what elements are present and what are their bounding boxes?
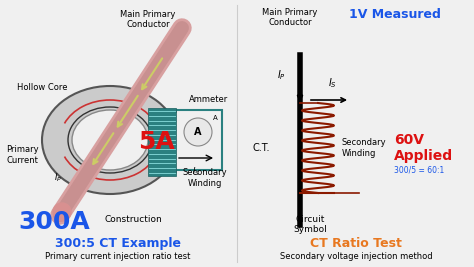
Circle shape xyxy=(184,118,212,146)
Text: Construction: Construction xyxy=(105,215,163,224)
Text: Secondary voltage injection method: Secondary voltage injection method xyxy=(280,252,432,261)
Text: A: A xyxy=(213,115,218,121)
Text: Secondary
Winding: Secondary Winding xyxy=(182,168,228,188)
Text: Primary current injection ratio test: Primary current injection ratio test xyxy=(46,252,191,261)
Text: Primary
Current: Primary Current xyxy=(6,145,38,165)
Text: $I_S$: $I_S$ xyxy=(328,76,337,90)
Text: 1V Measured: 1V Measured xyxy=(349,8,441,21)
Text: 300:5 CT Example: 300:5 CT Example xyxy=(55,237,181,250)
Text: 5A: 5A xyxy=(137,130,174,154)
Text: 300/5 = 60:1: 300/5 = 60:1 xyxy=(394,166,444,175)
Text: Circuit
Symbol: Circuit Symbol xyxy=(293,215,327,234)
Text: CT Ratio Test: CT Ratio Test xyxy=(310,237,402,250)
Ellipse shape xyxy=(72,110,148,170)
Text: $I_P$: $I_P$ xyxy=(54,172,62,184)
Bar xyxy=(148,108,176,176)
Text: 60V: 60V xyxy=(394,133,424,147)
Text: Secondary
Winding: Secondary Winding xyxy=(342,138,387,158)
Text: Main Primary
Conductor: Main Primary Conductor xyxy=(120,10,176,29)
Text: 300A: 300A xyxy=(18,210,90,234)
Text: Applied: Applied xyxy=(394,149,453,163)
Ellipse shape xyxy=(42,86,178,194)
Bar xyxy=(170,110,222,170)
Circle shape xyxy=(53,203,71,221)
Text: Ammeter: Ammeter xyxy=(189,96,228,104)
Text: A: A xyxy=(194,127,202,137)
Text: Main Primary
Conductor: Main Primary Conductor xyxy=(262,8,318,28)
Text: Hollow Core: Hollow Core xyxy=(17,84,67,92)
Text: $I_S$: $I_S$ xyxy=(192,166,200,179)
Text: $I_P$: $I_P$ xyxy=(277,68,286,82)
Text: C.T.: C.T. xyxy=(253,143,270,153)
